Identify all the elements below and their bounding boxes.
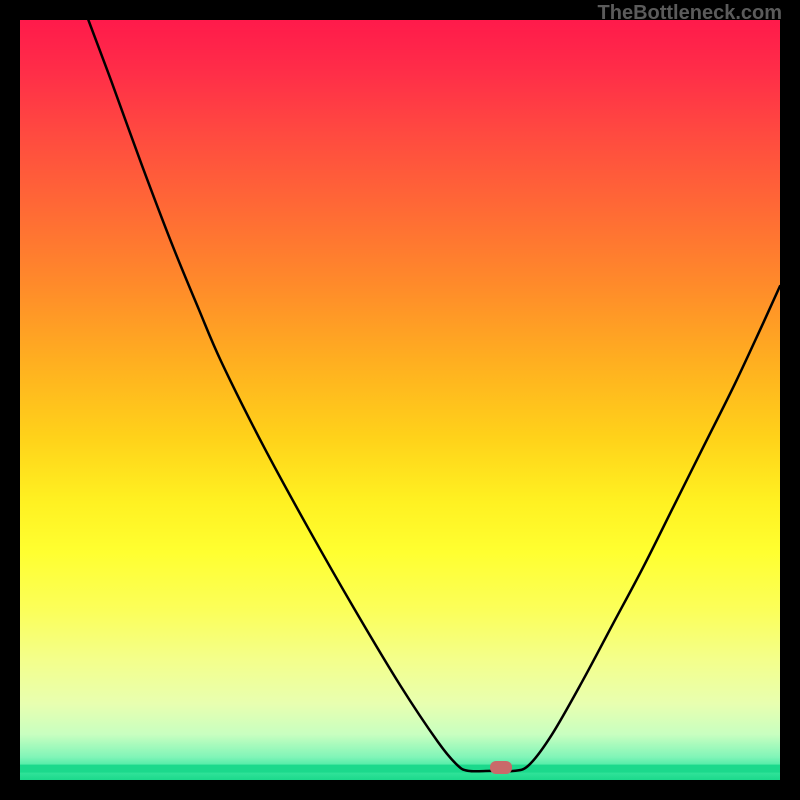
gradient-background (20, 20, 780, 780)
plot-area (20, 20, 780, 780)
chart-container: TheBottleneck.com (0, 0, 800, 800)
plot-svg (20, 20, 780, 780)
watermark-text: TheBottleneck.com (598, 2, 782, 25)
baseline-stripe (20, 765, 780, 773)
minimum-marker (490, 761, 512, 774)
